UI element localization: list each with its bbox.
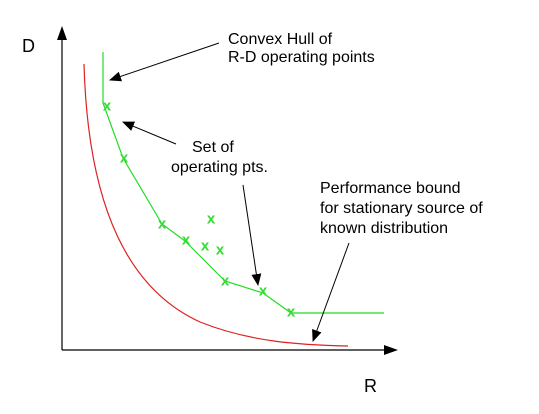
convex-hull-label-line: Convex Hull of [228, 31, 333, 48]
operating-point: x [287, 304, 296, 321]
convex-hull-arrow [109, 42, 220, 82]
operating-point: x [259, 283, 268, 300]
operating-points-label-line: Set of [192, 139, 234, 156]
operating-point: x [207, 211, 216, 228]
performance-bound-arrow [312, 242, 350, 342]
operating-points-label: Set of operating pts. [171, 139, 268, 176]
convex-hull-curve [102, 52, 384, 314]
performance-bound-label-line: for stationary source of [320, 200, 483, 217]
operating-points-arrow-lower [242, 184, 262, 286]
operating-points-label-line: operating pts. [171, 159, 268, 176]
operating-point: x [158, 216, 167, 233]
performance-bound-label-line: Performance bound [320, 180, 461, 197]
operating-point: x [201, 238, 210, 255]
operating-point: x [120, 150, 129, 167]
performance-bound-label: Performance bound for stationary source … [320, 180, 487, 237]
operating-point: x [216, 242, 225, 259]
operating-points: x x x x x x x x x x [103, 98, 296, 321]
operating-point: x [182, 232, 191, 249]
performance-bound-label-line: known distribution [320, 220, 448, 237]
performance-bound-curve [83, 63, 349, 347]
convex-hull-label: Convex Hull of R-D operating points [228, 31, 375, 66]
y-axis-arrow-icon [57, 26, 67, 40]
x-axis-arrow-icon [384, 345, 398, 355]
x-axis-label: R [364, 376, 377, 396]
operating-point: x [103, 98, 112, 115]
operating-points-arrow-upper [122, 121, 177, 145]
convex-hull-label-line: R-D operating points [228, 49, 375, 66]
operating-point: x [221, 273, 230, 290]
y-axis-label: D [22, 36, 35, 56]
